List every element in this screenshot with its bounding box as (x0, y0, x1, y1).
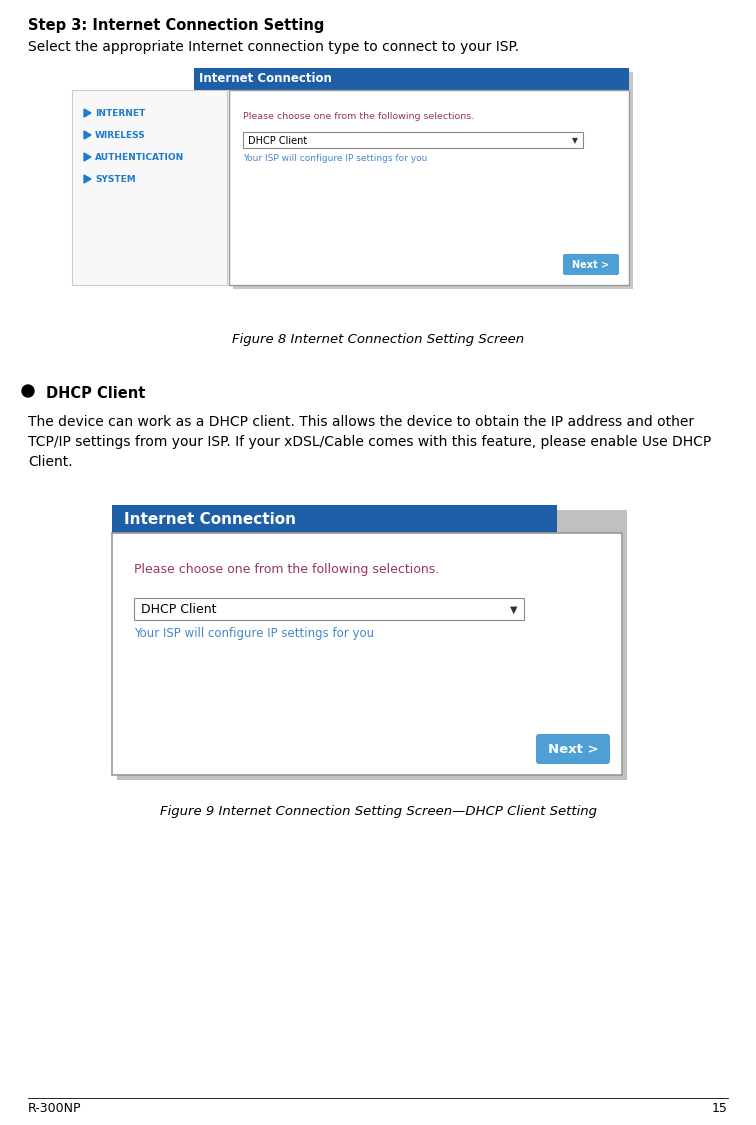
Text: DHCP Client: DHCP Client (248, 135, 307, 145)
Text: DHCP Client: DHCP Client (141, 603, 216, 616)
Bar (112, 533, 622, 775)
Bar (72, 90, 227, 285)
Text: ▼: ▼ (510, 604, 518, 614)
Text: INTERNET: INTERNET (95, 108, 145, 117)
Text: Please choose one from the following selections.: Please choose one from the following sel… (134, 562, 439, 576)
Bar (134, 598, 524, 620)
Text: Select the appropriate Internet connection type to connect to your ISP.: Select the appropriate Internet connecti… (28, 40, 519, 54)
Text: Next >: Next > (547, 742, 598, 756)
Text: TCP/IP settings from your ISP. If your xDSL/Cable comes with this feature, pleas: TCP/IP settings from your ISP. If your x… (28, 435, 711, 449)
Text: SYSTEM: SYSTEM (95, 174, 136, 183)
Polygon shape (84, 130, 91, 140)
Text: DHCP Client: DHCP Client (46, 386, 145, 400)
Text: Figure 9 Internet Connection Setting Screen—DHCP Client Setting: Figure 9 Internet Connection Setting Scr… (160, 806, 596, 818)
Text: Your ISP will configure IP settings for you: Your ISP will configure IP settings for … (134, 627, 374, 640)
Text: Please choose one from the following selections.: Please choose one from the following sel… (243, 112, 474, 122)
Text: AUTHENTICATION: AUTHENTICATION (95, 153, 184, 162)
Bar (112, 505, 557, 533)
Polygon shape (84, 176, 91, 183)
Text: Step 3: Internet Connection Setting: Step 3: Internet Connection Setting (28, 18, 324, 33)
Text: Internet Connection: Internet Connection (199, 72, 332, 86)
FancyBboxPatch shape (536, 734, 610, 764)
FancyBboxPatch shape (563, 254, 619, 274)
Bar (243, 132, 583, 148)
Text: ▼: ▼ (572, 136, 578, 145)
Text: Next >: Next > (572, 260, 609, 270)
Text: WIRELESS: WIRELESS (95, 130, 146, 140)
Bar (194, 68, 629, 90)
Text: Your ISP will configure IP settings for you: Your ISP will configure IP settings for … (243, 154, 427, 163)
Text: Figure 8 Internet Connection Setting Screen: Figure 8 Internet Connection Setting Scr… (232, 333, 524, 346)
Polygon shape (84, 153, 91, 161)
Polygon shape (84, 109, 91, 117)
Text: Client.: Client. (28, 455, 73, 469)
Circle shape (22, 385, 34, 397)
Text: R-300NP: R-300NP (28, 1102, 82, 1115)
Bar (233, 72, 633, 289)
Text: The device can work as a DHCP client. This allows the device to obtain the IP ad: The device can work as a DHCP client. Th… (28, 415, 694, 429)
Text: 15: 15 (712, 1102, 728, 1115)
Text: Internet Connection: Internet Connection (124, 512, 296, 526)
Bar (229, 90, 629, 285)
Bar (117, 510, 627, 780)
